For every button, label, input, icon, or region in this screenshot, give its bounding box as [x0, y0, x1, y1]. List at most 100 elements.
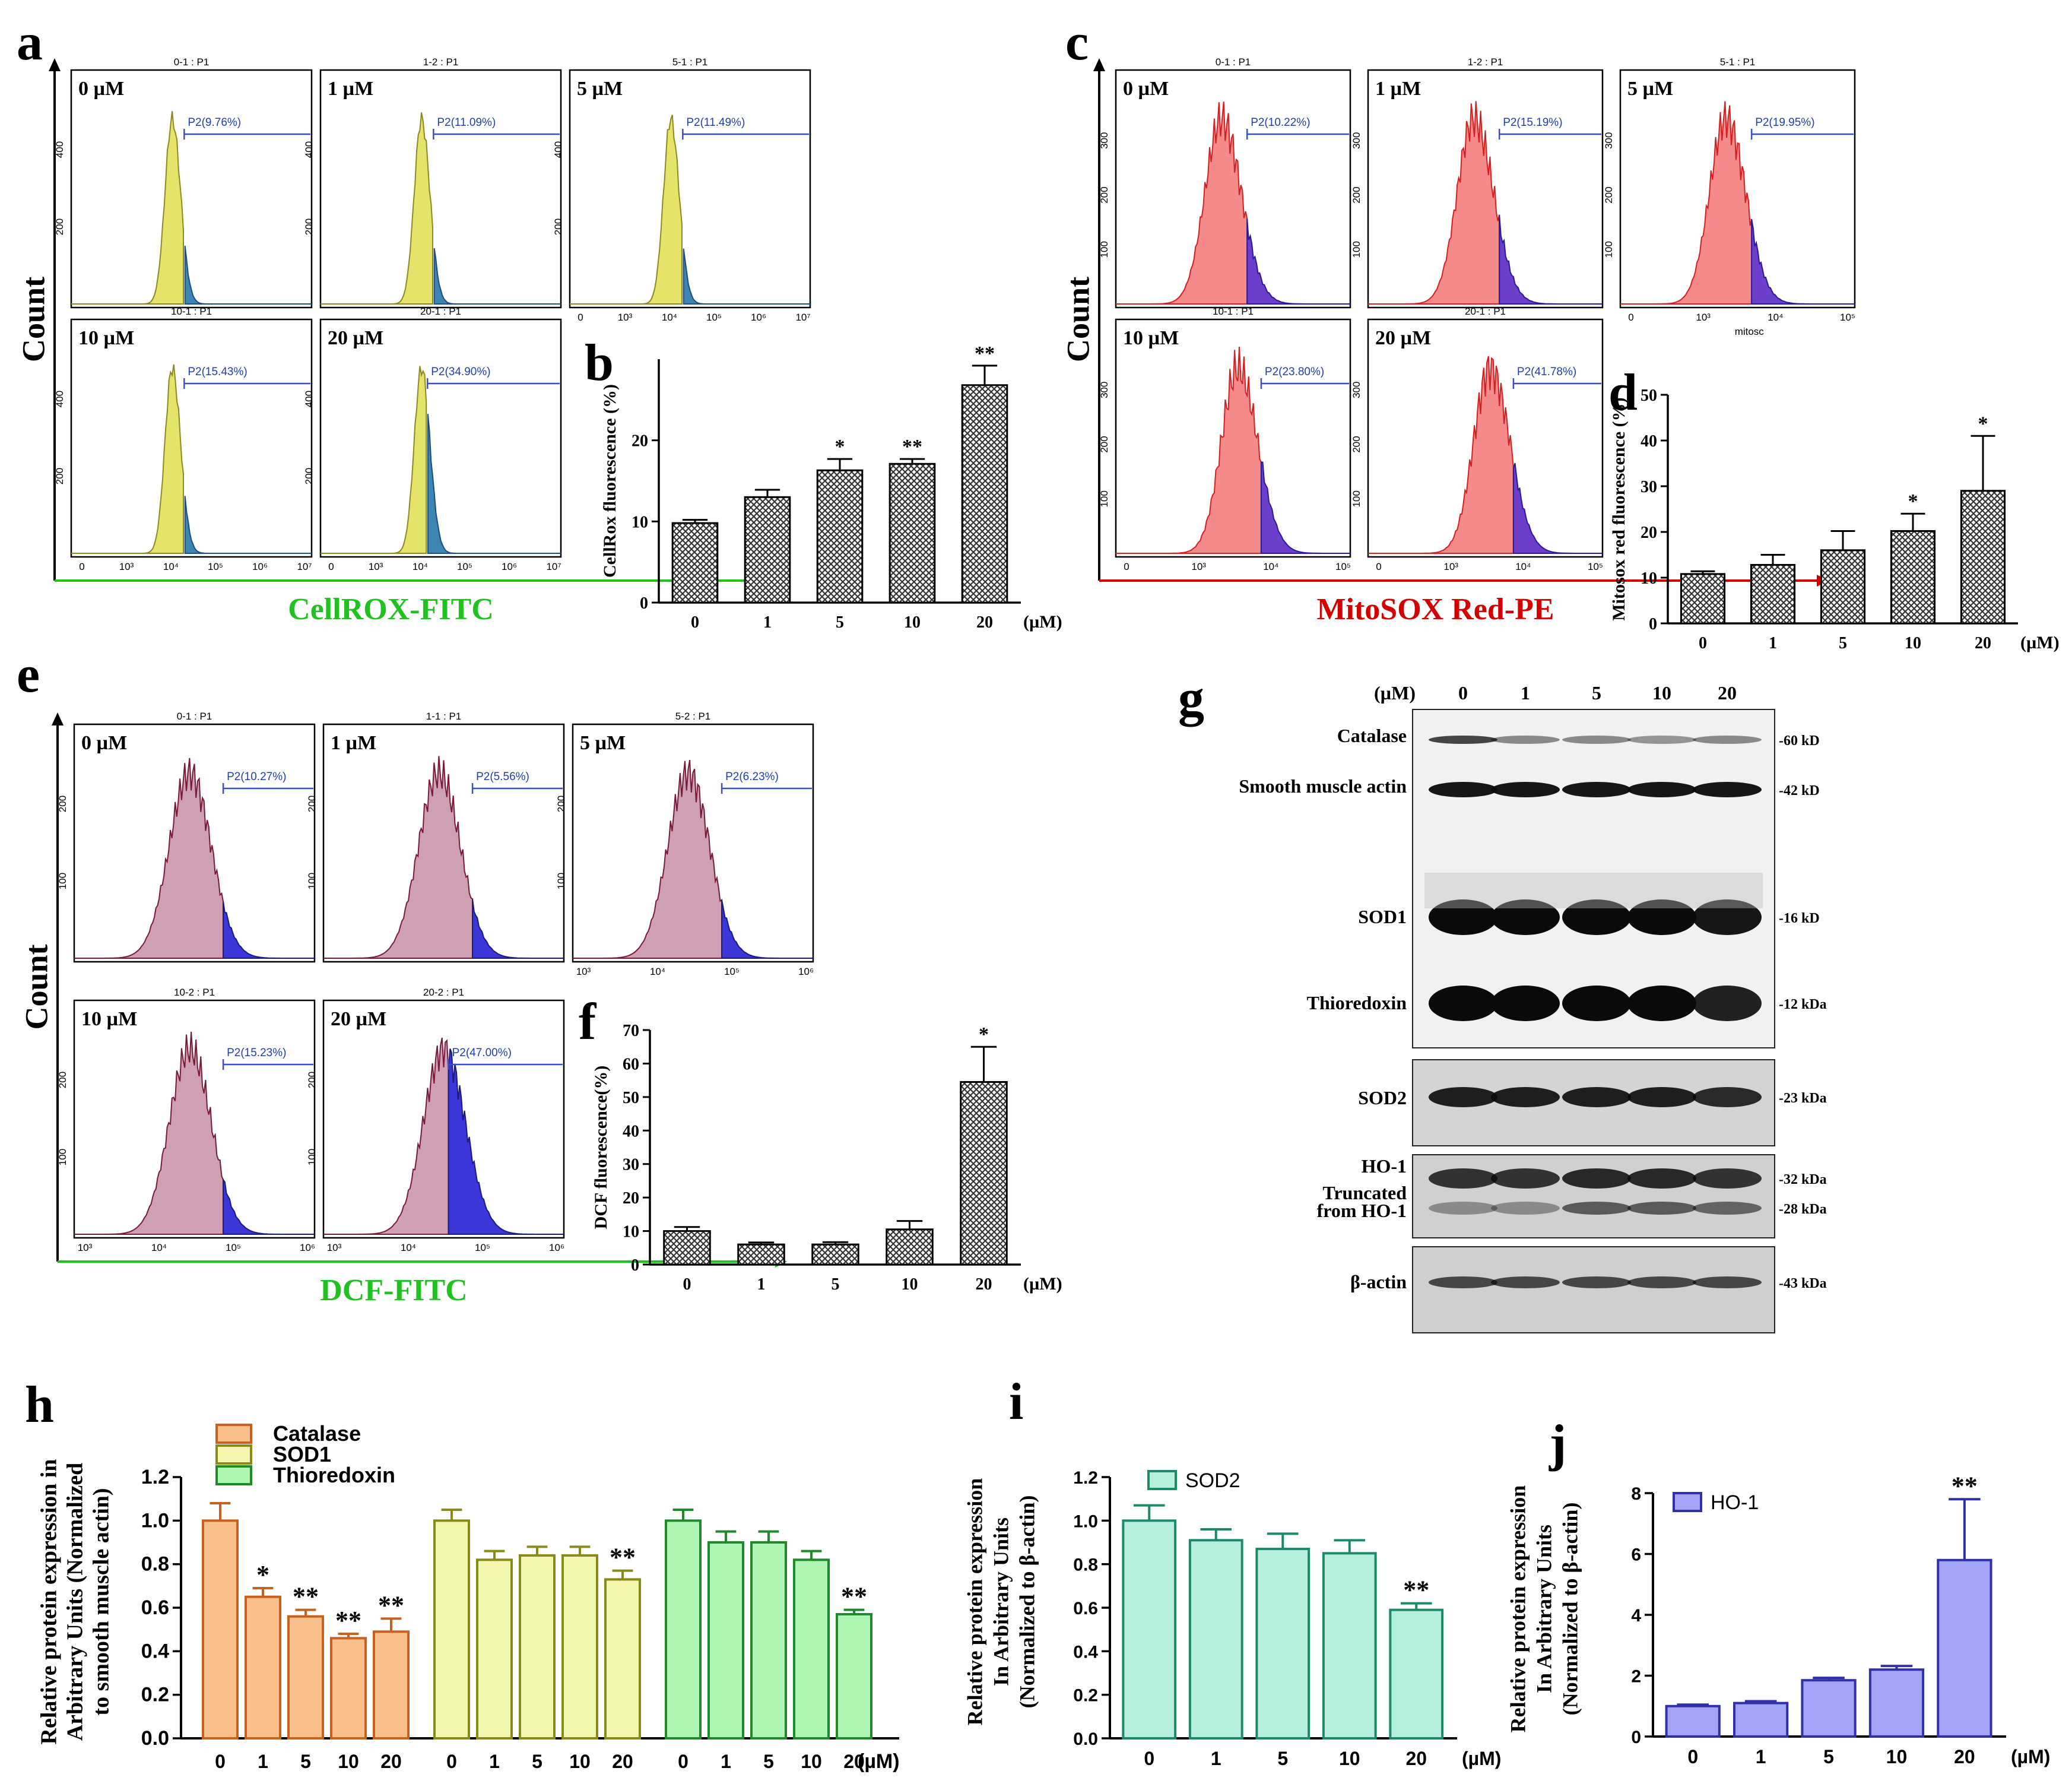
blot-band [1627, 986, 1696, 1021]
x-tick-label: 10³ [618, 312, 633, 323]
x-tick-label: 0 [1124, 561, 1129, 572]
western-blot: (µM) 0 1 5 10 20 Catalase -60 kD Smooth muscle a… [1239, 682, 1827, 1333]
histogram-gated-region [1499, 214, 1603, 305]
x-unit-label: (µM) [2011, 1746, 2050, 1767]
legend-label: Catalase [273, 1421, 361, 1446]
bar [1322, 1552, 1377, 1740]
x-tick-label: 0 [1699, 634, 1707, 652]
y-tick-label: 200 [556, 796, 567, 812]
x-tick-label: 20 [976, 613, 993, 632]
y-tick-label: 30 [623, 1156, 639, 1174]
x-tick-label: 20 [976, 1275, 992, 1294]
concentration-label: 5 µM [577, 78, 623, 100]
concentration-label: 1 µM [1375, 78, 1421, 100]
y-axis-title-line: (Normalized to β-actin) [1015, 1495, 1039, 1709]
blot-band [1627, 1087, 1696, 1107]
blot-membrane-3 [1412, 1154, 1775, 1238]
x-axis-title-c: MitoSOX Red-PE [1316, 593, 1554, 626]
y-tick-text: 400 [54, 141, 65, 158]
y-tick-label: 400 [303, 391, 315, 407]
blot-band [1562, 1168, 1631, 1189]
histogram-gated-region [1246, 218, 1350, 305]
significance-mark: ** [902, 436, 922, 458]
y-axis-title: CellRox fluorescence (%) [600, 384, 620, 578]
bar [1801, 1679, 1857, 1738]
concentration-label: 20 µM [331, 1008, 386, 1030]
molecular-weight-label: -43 kDa [1779, 1276, 1827, 1291]
blot-band [1491, 782, 1560, 797]
blot-row-label: Catalase [1337, 725, 1407, 746]
concentration-label: 0 µM [78, 78, 124, 100]
gate-percentage: P2(19.95%) [1755, 116, 1814, 129]
significance-mark: ** [841, 1582, 867, 1611]
y-tick-label: 10 [623, 1223, 639, 1241]
blot-band [1693, 1168, 1762, 1189]
x-tick-label: 10⁵ [724, 966, 740, 977]
x-tick-label: 5 [763, 1751, 774, 1772]
blot-band [1562, 986, 1631, 1021]
blot-band [1627, 1168, 1696, 1189]
y-tick-label: 30 [1641, 478, 1657, 496]
x-tick-label: 0 [1628, 312, 1633, 323]
concentration-label: 10 µM [78, 327, 134, 349]
gate-percentage: P2(6.23%) [725, 771, 779, 783]
x-tick-label: 1 [721, 1751, 731, 1772]
bar [1890, 530, 1936, 625]
bar [811, 1243, 859, 1266]
x-tick-label: 10⁶ [252, 561, 268, 572]
x-tick-label: 10⁴ [1263, 561, 1278, 572]
blot-band [1429, 1168, 1497, 1189]
histogram-frame [70, 318, 313, 558]
y-axis-title: Relative protein expression in Arbitrary … [37, 1459, 114, 1745]
blot-band [1693, 1276, 1762, 1288]
significance-mark: * [979, 1024, 989, 1045]
blot-band [1627, 736, 1696, 744]
histogram-title: 5-2 : P1 [675, 711, 711, 722]
y-tick-label: 100 [1351, 490, 1362, 507]
x-tick-label: 0 [683, 1275, 691, 1294]
blot-band [1491, 1202, 1560, 1215]
y-tick-label: 50 [623, 1089, 639, 1107]
y-tick-text: 200 [1099, 436, 1110, 452]
bar [750, 1541, 787, 1740]
x-tick-label: 10⁶ [502, 561, 517, 572]
histogram-panel-e-2: 5-2 : P1 5 µM P2(6.23%) 100 200 [556, 711, 814, 963]
y-tick-text: 100 [57, 873, 68, 889]
x-tick-label: 10⁵ [1588, 561, 1603, 572]
x-tick-label: 0 [1376, 561, 1381, 572]
bar [1937, 1558, 1992, 1738]
y-tick-label: 1.0 [141, 1509, 169, 1532]
y-tick-label: 0 [640, 594, 648, 613]
x-tick-label: 10⁵ [475, 1242, 490, 1253]
y-tick-text: 100 [306, 873, 318, 889]
x-tick-label: 10³ [1696, 312, 1711, 323]
significance-mark: * [1908, 490, 1918, 512]
y-tick-label: 200 [306, 1072, 318, 1088]
y-axis-title: Relative protein expression In Arbitrary … [1506, 1485, 1582, 1733]
histogram-panel-a-1: 1-2 : P1 1 µM P2(11.09%) 200 400 [303, 56, 562, 309]
histogram-panel-a-0: 0-1 : P1 0 µM P2(9.76%) 200 400 [54, 56, 313, 309]
histogram-title: 0-1 : P1 [177, 711, 212, 722]
blot-band [1693, 736, 1762, 744]
x-tick-label: 10⁵ [1840, 312, 1855, 323]
legend-label: SOD2 [1185, 1469, 1240, 1492]
bar-chart-b: 0 10 20 0 1 * 5 ** 10 ** 20 (µM) CellRox fluorescenc… [600, 343, 1062, 632]
histogram-panel-e-1: 1-1 : P1 1 µM P2(5.56%) 100 200 [306, 711, 565, 963]
x-tick-label: 20 [380, 1751, 402, 1772]
histogram-distribution [323, 756, 474, 959]
bar [476, 1558, 513, 1740]
y-axis-title-c: Count [1060, 277, 1096, 362]
blot-band [1429, 1087, 1497, 1107]
bar [1389, 1608, 1444, 1740]
y-tick-label: 1.0 [1073, 1512, 1098, 1531]
blot-unit-label: (µM) [1374, 682, 1416, 704]
x-tick-label: 10³ [119, 561, 134, 572]
blot-band [1627, 1276, 1696, 1288]
panel-letter-j: j [1549, 1415, 1566, 1472]
histogram-gated-region [223, 901, 315, 959]
y-arrowhead-e [52, 712, 64, 725]
bar [1188, 1539, 1243, 1740]
y-tick-label: 50 [1641, 386, 1657, 405]
histogram-panel-c-2: 5-1 : P1 5 µM P2(19.95%) 100 200 300 [1603, 56, 1856, 309]
y-tick-text: 200 [54, 468, 65, 484]
